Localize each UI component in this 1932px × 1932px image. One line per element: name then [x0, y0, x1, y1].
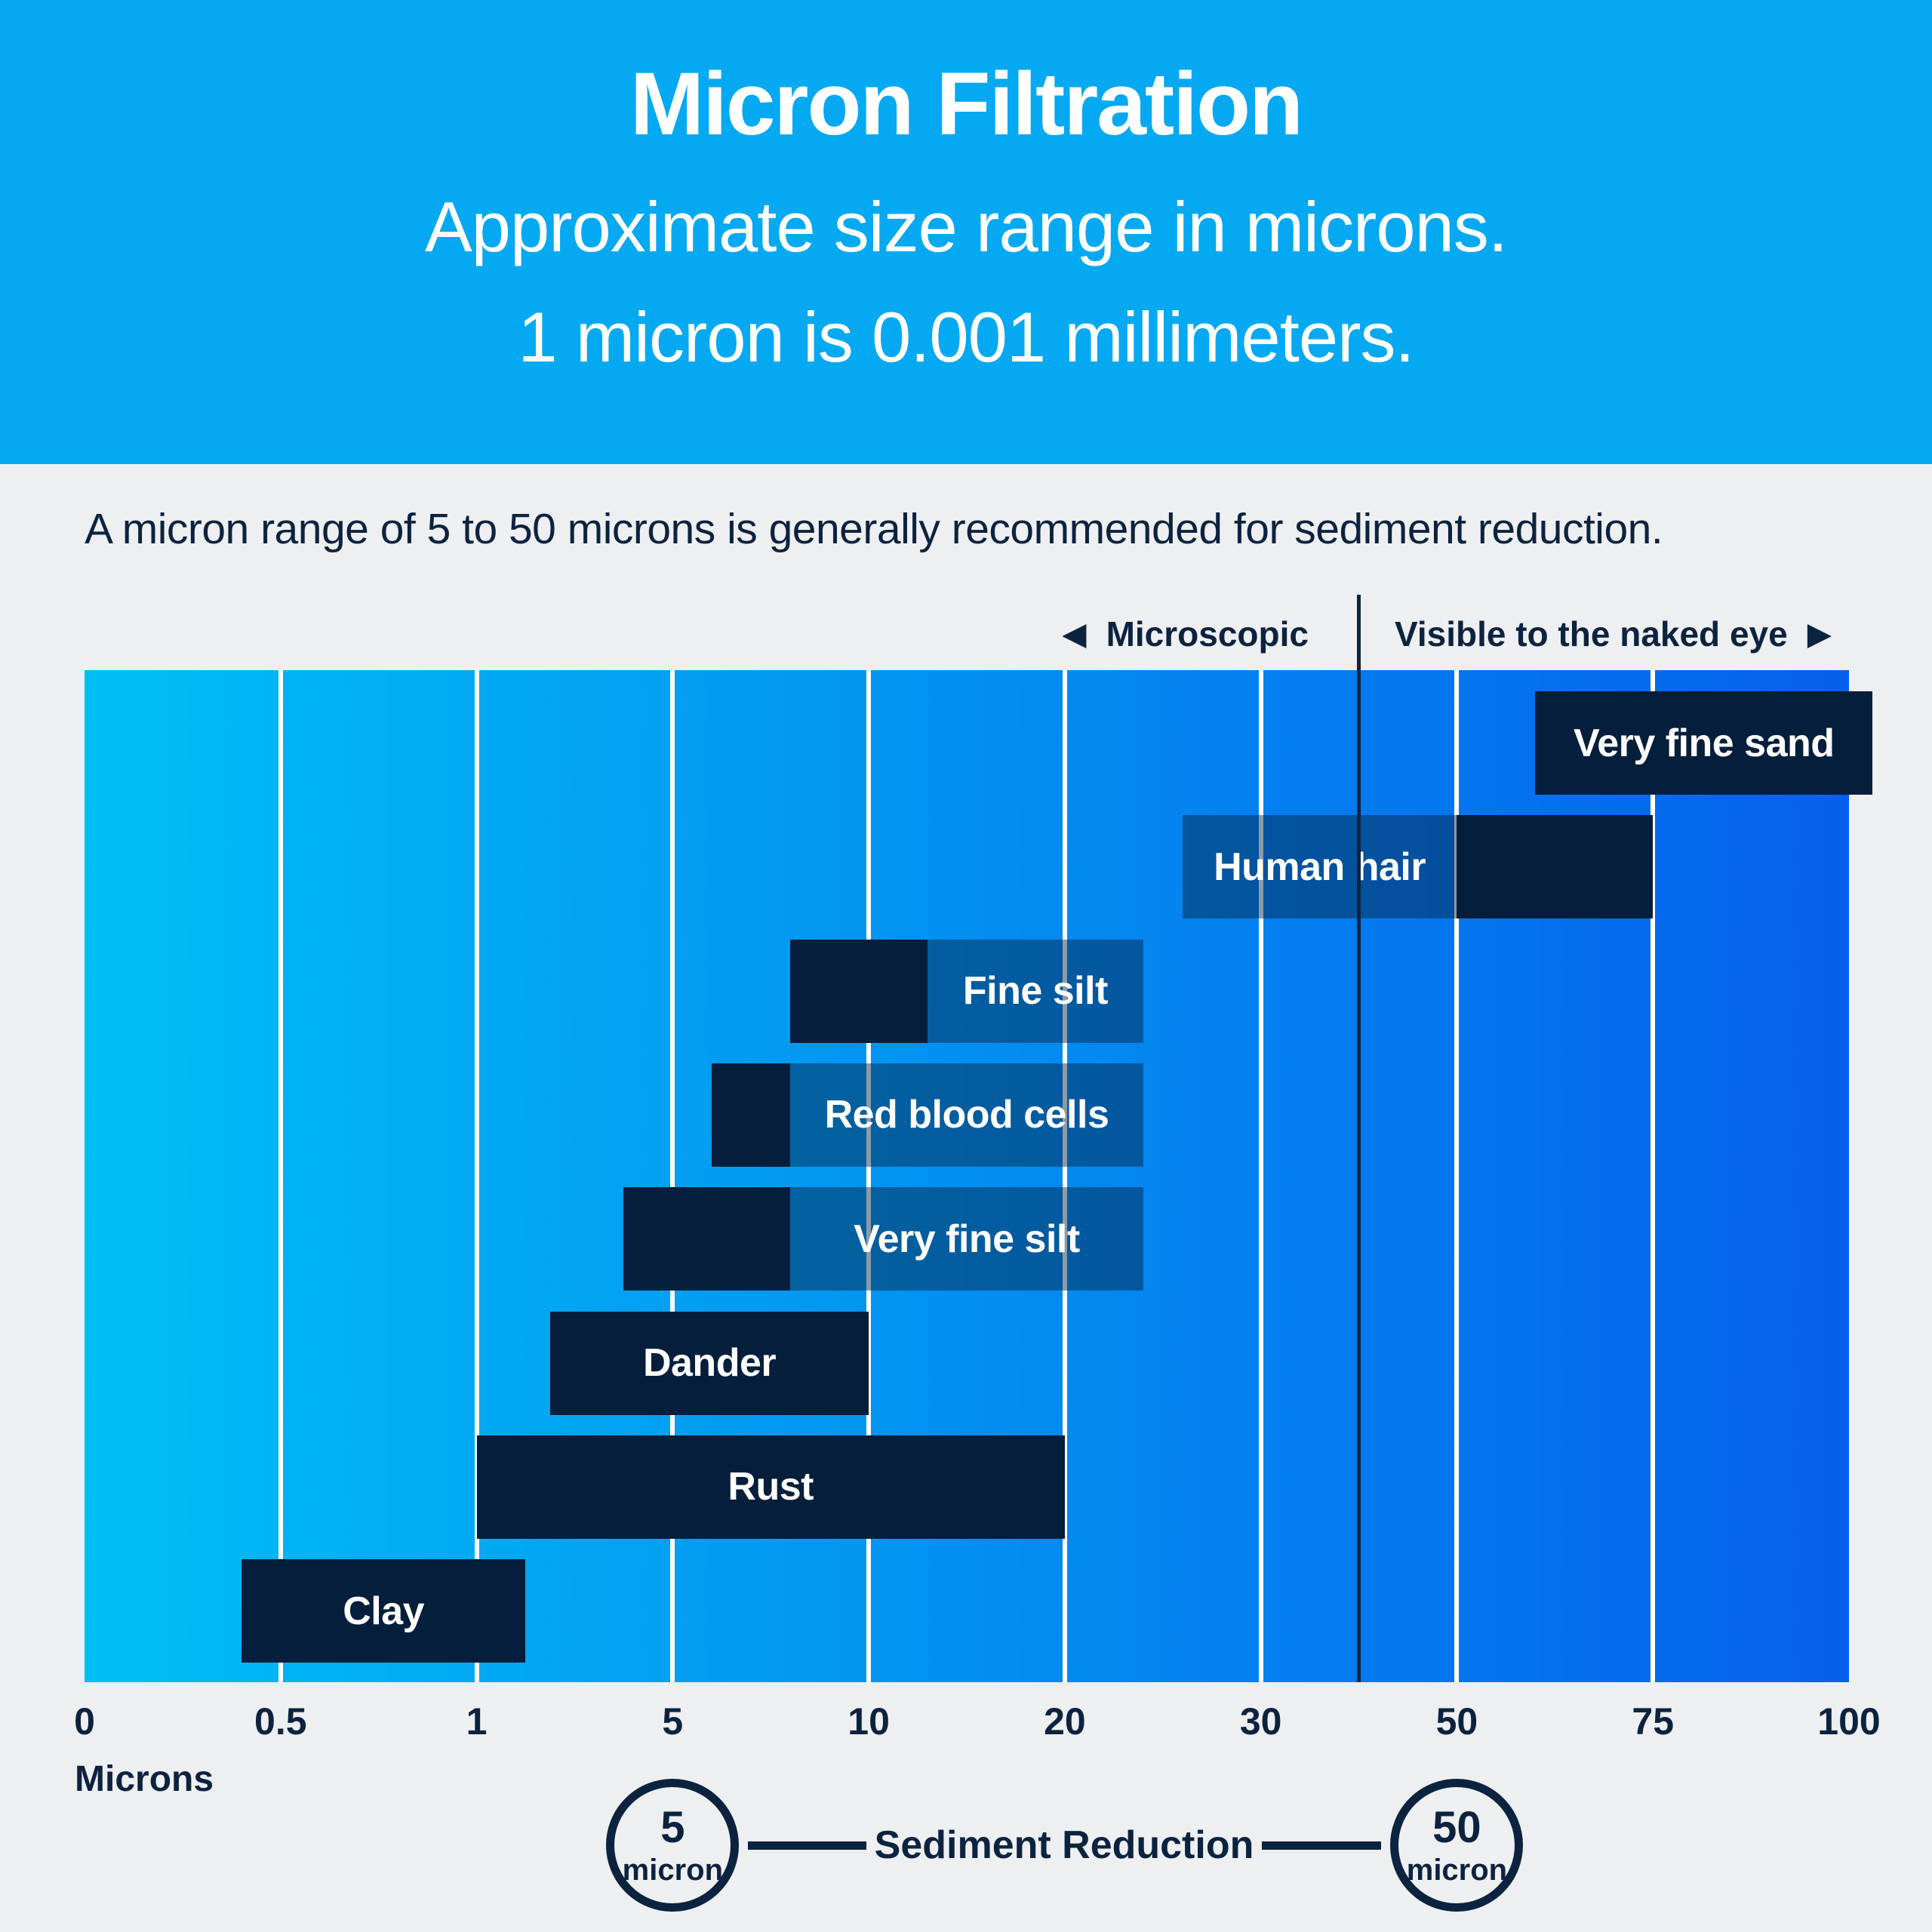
bar-label: Rust: [728, 1465, 814, 1509]
bar-range: [476, 1435, 1065, 1539]
axis-tick-label: 5: [662, 1700, 684, 1743]
x-axis: 0 0.5 1 5 10 20 30 50 75 100: [74, 1700, 1881, 1745]
gridline-10: [866, 670, 872, 1682]
gridline-5: [670, 670, 675, 1682]
fifty-micron-unit: micron: [1406, 1853, 1508, 1887]
bar-label: Very fine sand: [1573, 721, 1835, 765]
bar-range: [623, 1187, 791, 1291]
micron-range-chart: Very fine sand Human hair Fine silt Red blo…: [85, 670, 1873, 1682]
bar-range: [549, 1311, 869, 1415]
gridline-0.5: [278, 670, 283, 1682]
fifty-micron-value: 50: [1432, 1802, 1481, 1852]
bar-range: [790, 939, 928, 1043]
callout-connector-right: [1262, 1841, 1381, 1850]
axis-tick-label: 0.5: [254, 1700, 307, 1743]
bar-extension: [790, 1063, 1143, 1167]
page-subtitle: Approximate size range in microns. 1 mic…: [0, 172, 1932, 393]
bar-label: Dander: [642, 1341, 777, 1385]
bar-label: Human hair: [1214, 844, 1426, 889]
gridline-50: [1454, 670, 1460, 1682]
bar-range: [712, 1063, 791, 1167]
page-title: Micron Filtration: [629, 54, 1303, 154]
five-micron-unit: micron: [622, 1853, 723, 1887]
zone-label-microscopic: ◀ Microscopic: [1062, 608, 1309, 660]
five-micron-value: 5: [660, 1802, 685, 1852]
zone-left-text: Microscopic: [1106, 614, 1309, 654]
bar-range: [241, 1559, 526, 1663]
bar-label: Clay: [343, 1589, 425, 1633]
bar-extension: [790, 1187, 1143, 1291]
axis-tick-label: 30: [1239, 1700, 1282, 1743]
bar-label: Fine silt: [962, 969, 1108, 1014]
bar-label: Very fine silt: [854, 1217, 1080, 1261]
gridline-30: [1258, 670, 1263, 1682]
sediment-reduction-label: Sediment Reduction: [874, 1823, 1254, 1867]
fifty-micron-badge: 50 micron: [1390, 1779, 1524, 1912]
zone-label-visible: Visible to the naked eye ▶: [1395, 608, 1832, 660]
axis-tick-label: 1: [466, 1700, 488, 1743]
axis-tick-label: 20: [1044, 1700, 1086, 1743]
subtitle-line-1: Approximate size range in microns.: [424, 186, 1508, 266]
five-micron-badge: 5 micron: [606, 1779, 740, 1912]
gridline-75: [1651, 670, 1656, 1682]
zone-right-text: Visible to the naked eye: [1395, 614, 1788, 654]
right-arrow-icon: ▶: [1807, 616, 1832, 651]
callout-connector-left: [748, 1841, 866, 1850]
left-arrow-icon: ◀: [1062, 616, 1087, 651]
subtitle-line-2: 1 micron is 0.001 millimeters.: [518, 297, 1414, 377]
bar-extension: [1182, 815, 1457, 919]
bar-range: [1535, 691, 1873, 795]
axis-tick-label: 10: [848, 1700, 890, 1743]
intro-sentence: A micron range of 5 to 50 microns is gen…: [85, 505, 1663, 553]
bar-extension: [928, 939, 1143, 1043]
hero-banner: Micron Filtration Approximate size range…: [0, 0, 1932, 464]
axis-tick-label: 100: [1817, 1700, 1881, 1743]
axis-unit-label: Microns: [75, 1759, 214, 1799]
axis-tick-label: 0: [74, 1700, 95, 1743]
gridline-20: [1062, 670, 1067, 1682]
visibility-divider-line: [1356, 595, 1361, 1682]
bar-range: [1457, 815, 1654, 919]
bar-label: Red blood cells: [824, 1093, 1109, 1137]
axis-tick-label: 75: [1632, 1700, 1675, 1743]
gridline-1: [474, 670, 479, 1682]
axis-tick-label: 50: [1435, 1700, 1478, 1743]
